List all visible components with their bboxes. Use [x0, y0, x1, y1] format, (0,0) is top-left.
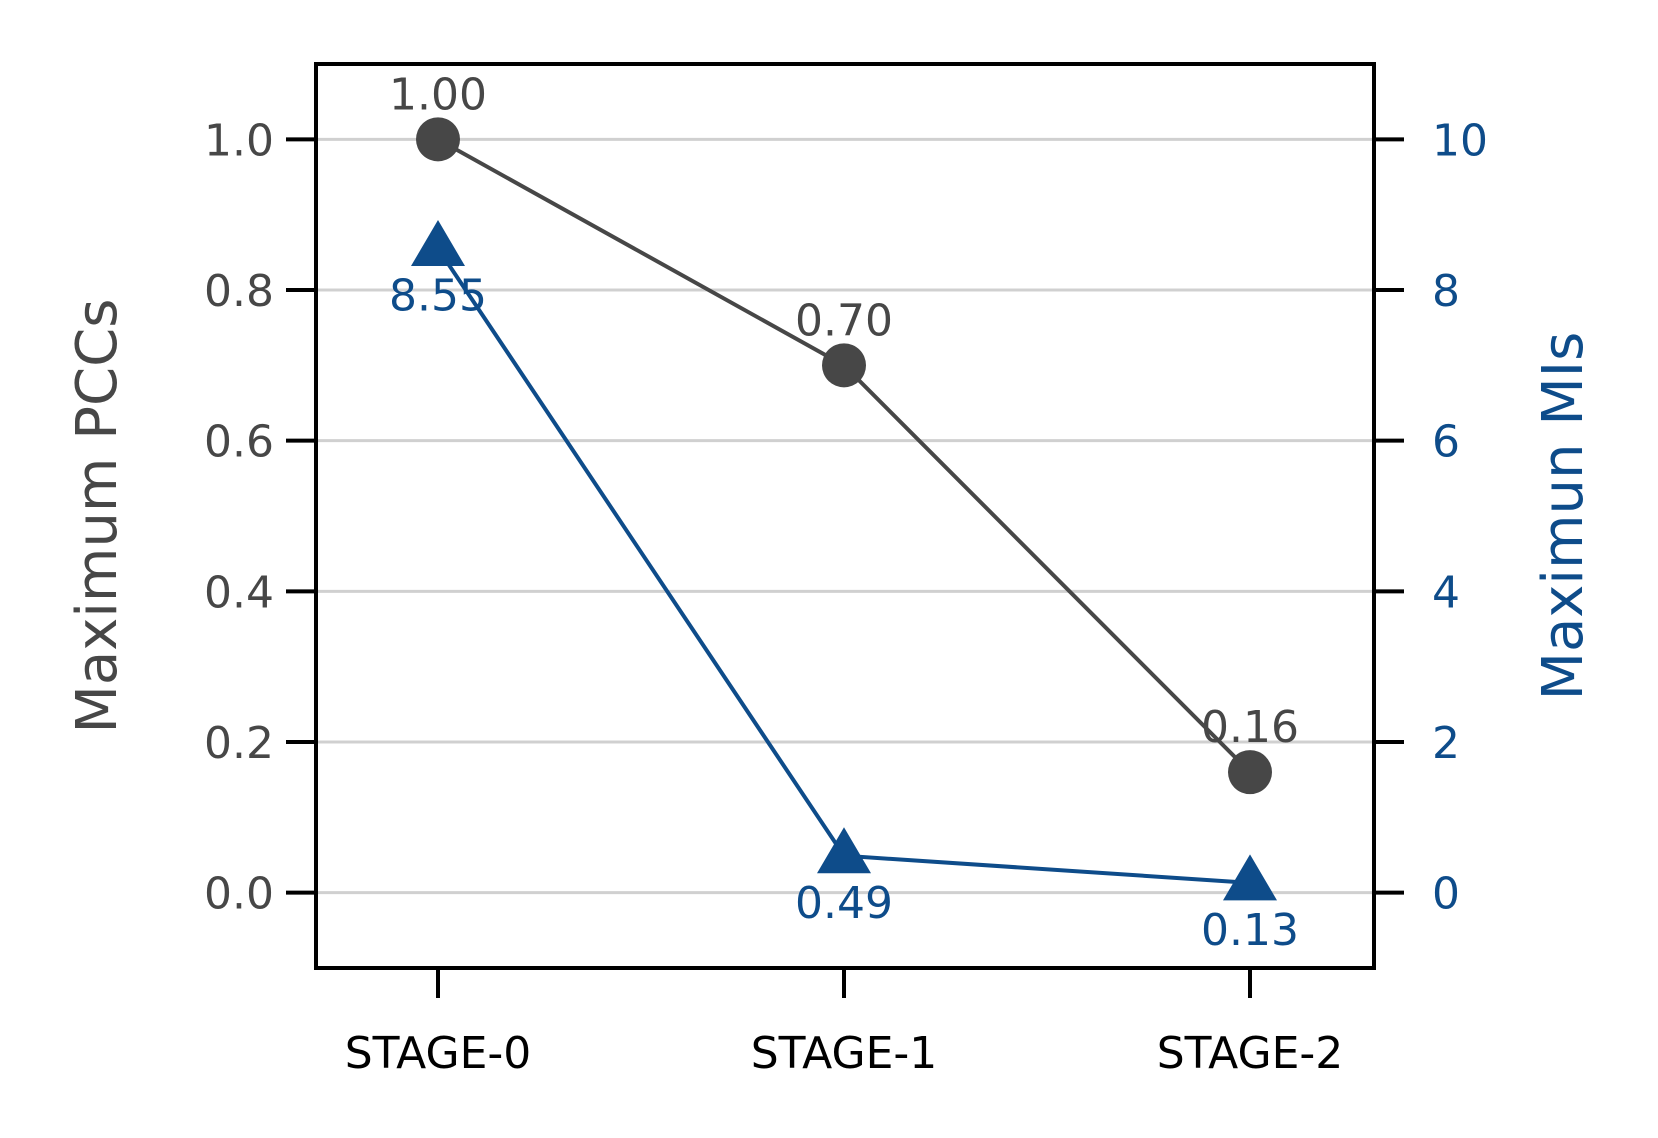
data-label: 0.16: [1201, 702, 1299, 753]
data-point-marker: [411, 220, 465, 267]
data-point-marker: [822, 343, 866, 388]
right-axis-tick-label: 4: [1432, 567, 1460, 618]
left-axis-tick-label: 0.4: [204, 567, 274, 618]
x-axis-tick-label: STAGE-0: [345, 1028, 531, 1079]
grid-lines: [316, 137, 1374, 895]
right-axis: 0 2 4 6 8 10: [1374, 115, 1488, 920]
right-axis-tick-label: 10: [1432, 115, 1488, 166]
plot-series: 1.00 0.70 0.16 8.55 0.49 0.13: [389, 69, 1299, 956]
x-axis: STAGE-0 STAGE-1 STAGE-2: [345, 968, 1343, 1079]
x-axis-tick-label: STAGE-2: [1157, 1028, 1343, 1079]
data-label: 0.13: [1201, 905, 1299, 956]
data-point-marker: [817, 827, 871, 874]
right-axis-tick-label: 2: [1432, 718, 1460, 769]
data-point-marker: [1228, 750, 1272, 795]
left-axis: 0.0 0.2 0.4 0.6 0.8 1.0: [204, 115, 316, 920]
right-axis-tick-label: 6: [1432, 417, 1460, 468]
x-axis-tick-label: STAGE-1: [751, 1028, 937, 1079]
left-axis-tick-label: 0.6: [204, 417, 274, 468]
data-label: 0.49: [795, 878, 893, 929]
left-axis-tick-label: 0.2: [204, 718, 274, 769]
left-axis-tick-label: 0.8: [204, 266, 274, 317]
data-point-marker: [416, 117, 460, 162]
data-point-marker: [1223, 854, 1277, 901]
series-line: [437, 137, 1252, 774]
right-axis-title: Maximun MIs: [1531, 332, 1596, 701]
left-axis-tick-label: 0.0: [204, 869, 274, 920]
data-label: 8.55: [389, 271, 487, 322]
left-axis-tick-label: 1.0: [204, 115, 274, 166]
right-axis-tick-label: 0: [1432, 869, 1460, 920]
data-label: 0.70: [795, 295, 893, 346]
right-axis-tick-label: 8: [1432, 266, 1460, 317]
data-label: 1.00: [389, 69, 487, 120]
left-axis-title: Maximum PCCs: [65, 299, 130, 734]
